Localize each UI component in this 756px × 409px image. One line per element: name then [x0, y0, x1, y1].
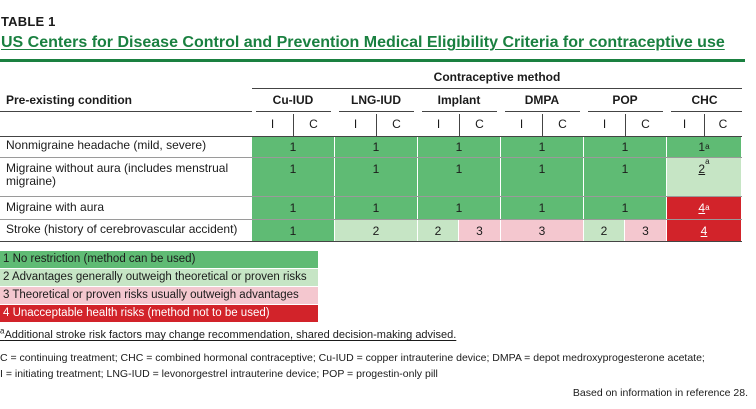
sub-header-initiating: I	[519, 117, 524, 131]
legend-advantages-outweigh: 2 Advantages generally outweigh theoreti…	[0, 269, 318, 286]
cell-migraine-with-aura-implant: 1	[418, 197, 501, 219]
row-rule	[0, 196, 742, 197]
sub-header-continuing: C	[558, 117, 567, 131]
sub-header-continuing: C	[641, 117, 650, 131]
cell-stroke-implant-continuing: 3	[459, 220, 501, 241]
sub-header-continuing: C	[392, 117, 401, 131]
abbreviations-line-2: I = initiating treatment; LNG-IUD = levo…	[0, 368, 438, 380]
title-rule	[0, 59, 745, 62]
row-rule	[0, 157, 742, 158]
cell-migraine-without-aura-pop: 1	[584, 158, 667, 196]
cell-stroke-pop-continuing: 3	[625, 220, 667, 241]
cell-stroke-cu-iud: 1	[252, 220, 335, 241]
method-header-lng-iud: LNG-IUD	[351, 93, 401, 107]
method-rule	[671, 111, 742, 112]
table-label: TABLE 1	[1, 14, 56, 29]
footnote-marker: a	[0, 326, 5, 336]
cell-stroke-implant-initiating: 2	[418, 220, 459, 241]
method-rule	[256, 111, 331, 112]
row-header: Pre-existing condition	[6, 93, 133, 107]
sub-header-divider	[293, 114, 294, 136]
condition-nonmigraine-headache: Nonmigraine headache (mild, severe)	[6, 138, 207, 152]
method-rule	[505, 111, 580, 112]
source-note: Based on information in reference 28.	[572, 387, 748, 399]
sub-header-initiating: I	[602, 117, 607, 131]
cell-migraine-with-aura-lng-iud: 1	[335, 197, 418, 219]
row-rule	[0, 219, 742, 220]
cell-migraine-with-aura-pop: 1	[584, 197, 667, 219]
condition-migraine-with-aura: Migraine with aura	[6, 200, 105, 214]
cell-nonmigraine-pop: 1	[584, 137, 667, 157]
grid-top-rule	[0, 136, 742, 137]
method-rule	[422, 111, 497, 112]
method-header-dmpa: DMPA	[524, 93, 560, 107]
cell-nonmigraine-dmpa: 1	[501, 137, 584, 157]
footnote: aAdditional stroke risk factors may chan…	[0, 326, 457, 341]
method-header-implant: Implant	[437, 93, 481, 107]
sub-header-divider	[625, 114, 626, 136]
legend-unacceptable-risk: 4 Unacceptable health risks (method not …	[0, 305, 318, 322]
condition-migraine-without-aura: Migraine without aura (includes menstrua…	[6, 161, 229, 188]
condition-stroke: Stroke (history of cerebrovascular accid…	[6, 222, 238, 236]
method-header-cu-iud: Cu-IUD	[272, 93, 314, 107]
cell-stroke-lng-iud: 2	[335, 220, 418, 241]
legend-risks-outweigh: 3 Theoretical or proven risks usually ou…	[0, 287, 318, 304]
cell-stroke-chc: 4	[667, 220, 742, 241]
method-header-chc: CHC	[691, 93, 718, 107]
method-rule	[588, 111, 663, 112]
sub-header-divider	[542, 114, 543, 136]
cell-migraine-with-aura-cu-iud: 1	[252, 197, 335, 219]
sub-header-continuing: C	[309, 117, 318, 131]
sub-header-initiating: I	[682, 117, 687, 131]
method-header-pop: POP	[612, 93, 638, 107]
cell-migraine-with-aura-dmpa: 1	[501, 197, 584, 219]
cell-nonmigraine-implant: 1	[418, 137, 501, 157]
cell-stroke-dmpa: 3	[501, 220, 584, 241]
footnote-text: Additional stroke risk factors may chang…	[4, 329, 457, 341]
cell-migraine-without-aura-implant: 1	[418, 158, 501, 196]
cell-migraine-without-aura-lng-iud: 1	[335, 158, 418, 196]
sub-header-initiating: I	[436, 117, 441, 131]
sub-header-continuing: C	[718, 117, 728, 131]
sub-header-continuing: C	[475, 117, 484, 131]
cell-stroke-pop-initiating: 2	[584, 220, 625, 241]
legend-no-restriction: 1 No restriction (method can be used)	[0, 251, 318, 268]
sub-header-initiating: I	[353, 117, 358, 131]
cell-nonmigraine-cu-iud: 1	[252, 137, 335, 157]
cell-migraine-without-aura-dmpa: 1	[501, 158, 584, 196]
sub-header-initiating: I	[270, 117, 275, 131]
sub-header-divider	[704, 114, 705, 136]
sub-header-divider	[376, 114, 377, 136]
method-rule	[339, 111, 414, 112]
row-header-rule	[0, 111, 252, 112]
table-title: US Centers for Disease Control and Preve…	[1, 34, 725, 51]
cell-nonmigraine-lng-iud: 1	[335, 137, 418, 157]
grid-bottom-rule	[0, 241, 742, 242]
column-group-rule	[252, 88, 742, 89]
abbreviations-line-1: C = continuing treatment; CHC = combined…	[0, 352, 705, 364]
cell-migraine-without-aura-cu-iud: 1	[252, 158, 335, 196]
sub-header-divider	[459, 114, 460, 136]
column-group-header: Contraceptive method	[433, 70, 561, 84]
